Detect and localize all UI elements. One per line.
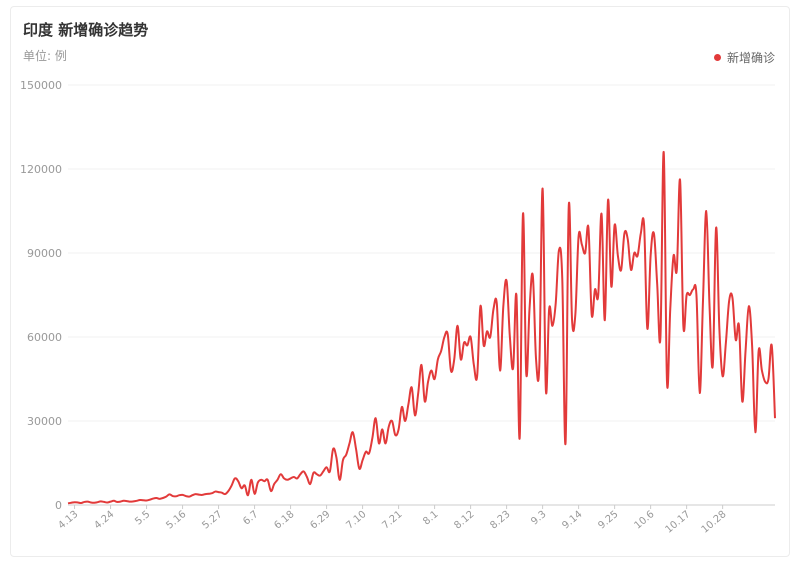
x-tick-label: 5.5 — [133, 509, 152, 528]
x-tick-label: 7.10 — [344, 509, 368, 532]
x-tick-label: 6.18 — [272, 509, 296, 532]
x-tick-label: 7.21 — [380, 509, 404, 532]
x-tick-label: 9.14 — [560, 509, 584, 532]
x-tick-label: 10.6 — [632, 509, 656, 532]
y-tick-label: 150000 — [20, 79, 62, 92]
series-line-new-confirmed — [67, 151, 776, 505]
unit-label: 单位: 例 — [23, 49, 67, 63]
x-tick-label: 10.28 — [700, 509, 729, 536]
x-tick-label: 6.29 — [308, 509, 332, 532]
legend[interactable]: 新增确诊 — [713, 49, 775, 66]
y-tick-label: 90000 — [27, 247, 62, 260]
x-tick-label: 5.27 — [200, 509, 224, 532]
x-tick-label: 8.1 — [421, 509, 440, 528]
x-tick-label: 4.24 — [92, 509, 116, 532]
grid-lines — [68, 84, 775, 422]
series-group — [67, 151, 776, 505]
y-tick-label: 60000 — [27, 331, 62, 344]
chart-card: 印度 新增确诊趋势 单位: 例 新增确诊 — [10, 6, 790, 557]
x-tick-label: 9.25 — [596, 509, 620, 532]
chart-title: 印度 新增确诊趋势 — [23, 21, 149, 39]
x-tick-label: 6.7 — [241, 509, 260, 528]
x-axis: 4.13 4.24 5.5 5.16 5.27 6.7 6.18 6.29 7.10 7.21 8.… — [56, 504, 775, 536]
x-tick-label: 10.17 — [664, 509, 693, 536]
legend-dot-icon — [713, 54, 721, 61]
x-tick-label: 5.16 — [164, 509, 188, 532]
y-tick-label: 120000 — [20, 163, 62, 176]
legend-label: 新增确诊 — [726, 51, 775, 65]
x-tick-label: 8.12 — [452, 509, 476, 532]
x-tick-label: 8.23 — [488, 509, 512, 532]
y-tick-label: 30000 — [27, 415, 62, 428]
y-tick-label: 0 — [55, 499, 62, 512]
y-axis: 0 30000 60000 90000 120000 150000 — [20, 79, 62, 512]
x-tick-label: 4.13 — [56, 509, 80, 532]
x-tick-label: 9.3 — [529, 509, 548, 528]
